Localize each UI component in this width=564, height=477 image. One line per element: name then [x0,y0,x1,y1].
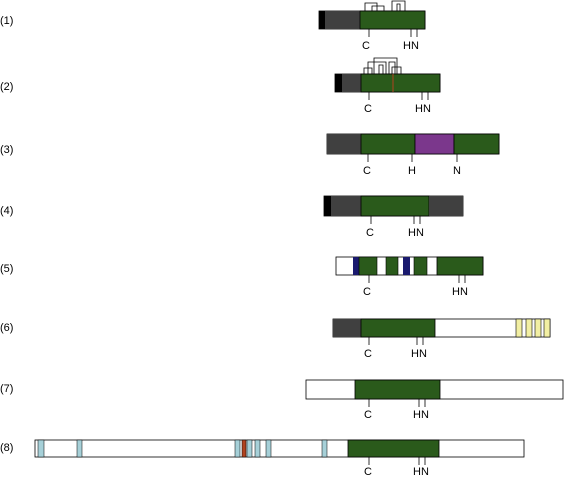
catalytic-domain-1 [359,10,426,30]
repeat-6a [515,318,523,338]
motif-ticks-5 [368,275,466,283]
repeat-8d [246,439,253,458]
repeat-5a [353,257,359,275]
motif-hn-2: HN [415,103,431,115]
row-label-4: (4) [0,205,13,217]
motif-c-1: C [362,40,370,52]
insert-domain-3 [414,133,455,155]
propeptide-domain-6 [333,319,361,337]
motif-ticks-6 [368,337,424,345]
signal-peptide-2 [335,74,342,92]
row-label-8: (8) [0,442,13,454]
protein-3: C H N [326,133,500,177]
repeat-8c [234,439,241,458]
propeptide-domain-4 [331,196,361,216]
motif-c-6: C [364,348,372,360]
repeat-8g [321,439,328,458]
row-label-6: (6) [0,322,13,334]
motif-ticks-7 [368,399,426,407]
protein-2: C HN [334,57,441,115]
row-label-5: (5) [0,263,13,275]
row-label-3: (3) [0,144,13,156]
motif-c-4: C [366,227,374,239]
motif-hn-8: HN [413,466,429,477]
catalytic-segment-5c [413,256,428,276]
row-label-2: (2) [0,81,13,93]
catalytic-domain-8 [347,439,440,458]
disulfide-bonds-1 [364,0,406,11]
motif-n-3: N [453,165,461,177]
catalytic-domain-3a [360,133,416,155]
catalytic-domain-2 [360,73,441,93]
catalytic-domain-5 [436,256,484,276]
insert-mark-8 [241,439,247,458]
propeptide-domain-2 [342,74,361,92]
row-label-7: (7) [0,383,13,395]
motif-hn-1: HN [403,40,419,52]
catalytic-domain-6 [360,318,436,338]
motif-c-7: C [364,409,372,421]
repeat-6b [525,318,533,338]
repeat-8b [76,439,83,458]
motif-ticks-2 [368,92,429,100]
repeats-6 [515,318,551,338]
motif-ticks-4 [370,216,421,224]
disulfide-bonds-2 [363,57,402,74]
catalytic-segment-5a [358,256,378,276]
motif-hn-7: HN [413,409,429,421]
motif-h-3: H [408,165,416,177]
repeats-8 [37,439,328,458]
propeptide-domain-1 [325,11,360,29]
signal-peptide-1 [319,11,325,29]
protein-4: C HN [323,195,464,239]
signal-peptide-4 [324,196,331,216]
motif-ticks-8 [368,457,426,465]
motif-hn-5: HN [452,286,468,298]
motif-c-5: C [363,286,371,298]
row-label-1: (1) [0,15,13,27]
catalytic-domain-7 [354,379,441,400]
repeat-6c [534,318,542,338]
c-terminal-domain-4 [429,196,463,216]
repeat-8a [37,439,45,458]
protein-8-backbone [34,439,525,458]
protein-6: C HN [332,318,551,360]
catalytic-segment-5b [385,256,399,276]
motif-ticks-1 [368,29,418,37]
repeat-8e [254,439,261,458]
protein-1: C HN [318,0,426,52]
motif-c-8: C [364,466,372,477]
catalytic-domain-4 [360,195,430,217]
motif-c-2: C [364,103,372,115]
repeat-6d [543,318,551,338]
motif-c-3: C [363,165,371,177]
motif-hn-4: HN [408,227,424,239]
motif-hn-6: HN [411,348,427,360]
motif-ticks-3 [367,154,458,162]
protein-8: C HN [34,439,525,477]
repeat-5b [403,257,410,275]
repeat-8f [265,439,272,458]
protein-7: C HN [305,379,564,421]
propeptide-domain-3 [327,134,361,154]
catalytic-domain-3b [453,133,500,155]
protein-5: C HN [335,256,484,298]
